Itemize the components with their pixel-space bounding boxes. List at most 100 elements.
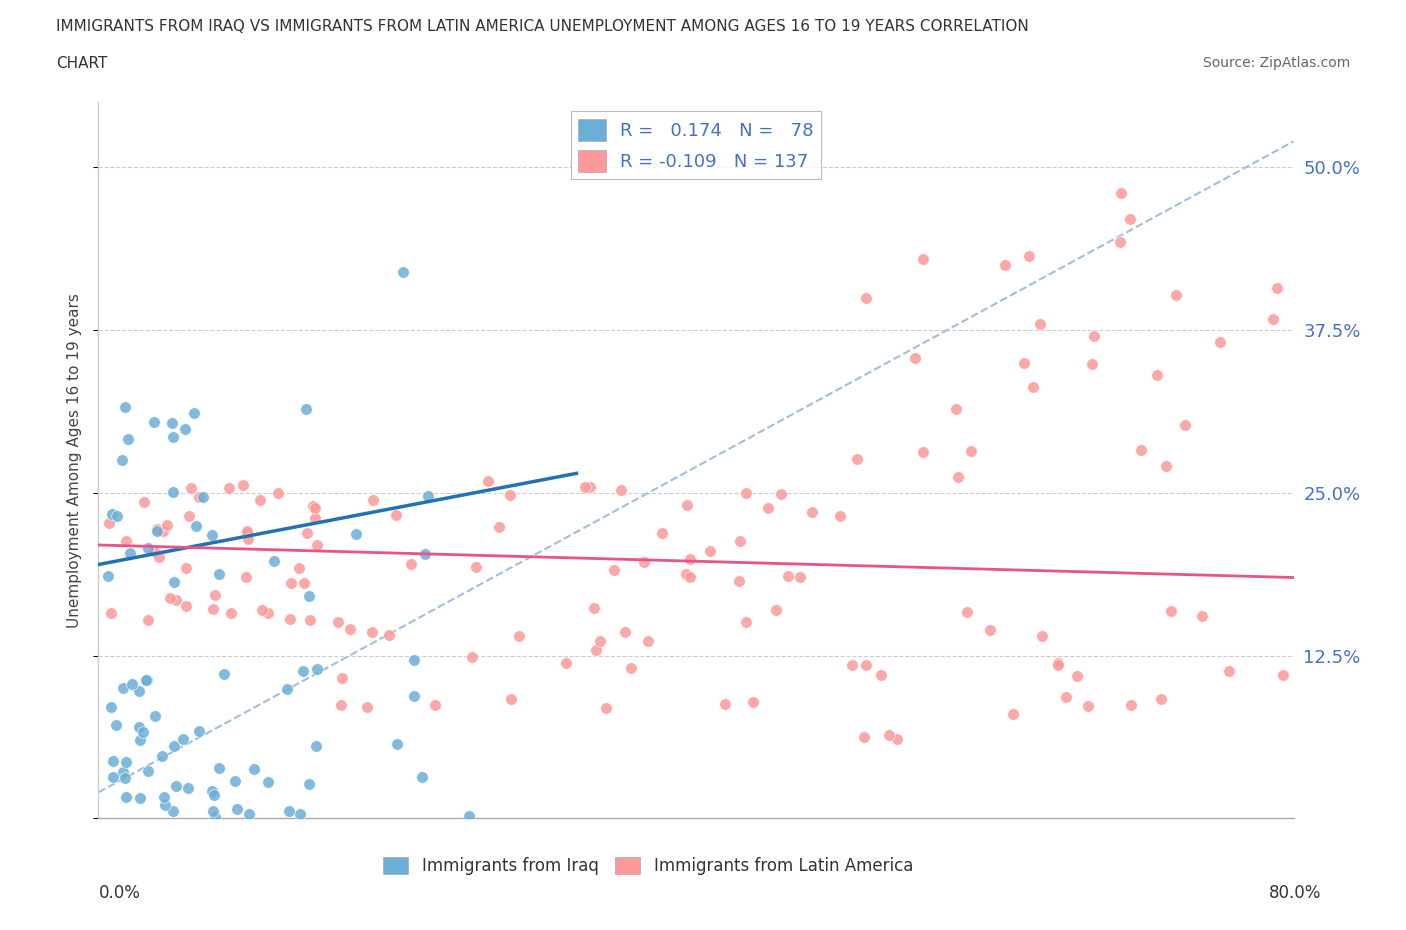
Point: [112, 680, 135, 695]
Point: [152, 524, 174, 538]
Point: [904, 351, 927, 365]
Point: [256, 605, 278, 620]
Point: [418, 488, 440, 503]
Point: [637, 633, 659, 648]
Point: [138, 540, 160, 555]
Text: 80.0%: 80.0%: [1270, 884, 1322, 902]
Point: [499, 487, 522, 502]
Point: [765, 603, 787, 618]
Point: [180, 481, 202, 496]
Point: [585, 643, 607, 658]
Point: [292, 576, 315, 591]
Text: IMMIGRANTS FROM IRAQ VS IMMIGRANTS FROM LATIN AMERICA UNEMPLOYMENT AMONG AGES 16: IMMIGRANTS FROM IRAQ VS IMMIGRANTS FROM …: [56, 19, 1029, 33]
Point: [508, 629, 530, 644]
Point: [499, 692, 522, 707]
Point: [146, 522, 169, 537]
Point: [214, 667, 236, 682]
Point: [956, 604, 979, 619]
Point: [1263, 312, 1285, 326]
Point: [278, 804, 301, 818]
Text: CHART: CHART: [56, 56, 108, 71]
Point: [1111, 186, 1133, 201]
Point: [112, 764, 135, 779]
Point: [136, 672, 159, 687]
Point: [235, 570, 257, 585]
Point: [1031, 629, 1053, 644]
Point: [633, 554, 655, 569]
Point: [134, 495, 156, 510]
Point: [1146, 367, 1168, 382]
Point: [152, 790, 174, 804]
Point: [1012, 355, 1035, 370]
Point: [387, 737, 409, 751]
Point: [741, 695, 763, 710]
Point: [105, 508, 128, 523]
Point: [305, 661, 328, 676]
Point: [128, 684, 150, 698]
Point: [911, 445, 934, 459]
Point: [183, 405, 205, 420]
Point: [801, 504, 824, 519]
Point: [115, 755, 138, 770]
Point: [186, 519, 208, 534]
Point: [728, 534, 751, 549]
Point: [363, 493, 385, 508]
Point: [411, 769, 433, 784]
Point: [330, 671, 353, 685]
Point: [911, 251, 934, 266]
Point: [121, 677, 143, 692]
Point: [201, 527, 224, 542]
Point: [204, 809, 226, 824]
Point: [841, 658, 863, 672]
Point: [465, 560, 488, 575]
Point: [146, 524, 169, 538]
Point: [117, 432, 139, 446]
Point: [101, 506, 124, 521]
Point: [886, 732, 908, 747]
Point: [488, 519, 510, 534]
Point: [344, 526, 367, 541]
Point: [98, 516, 121, 531]
Point: [129, 790, 152, 805]
Point: [162, 416, 184, 431]
Point: [1174, 418, 1197, 432]
Point: [959, 444, 981, 458]
Point: [252, 602, 274, 617]
Point: [218, 481, 240, 496]
Point: [136, 764, 159, 778]
Point: [392, 264, 415, 279]
Point: [1191, 608, 1213, 623]
Point: [304, 500, 326, 515]
Point: [620, 661, 643, 676]
Point: [305, 738, 328, 753]
Point: [830, 508, 852, 523]
Point: [174, 560, 197, 575]
Point: [734, 614, 756, 629]
Point: [174, 599, 197, 614]
Point: [172, 731, 194, 746]
Point: [1164, 288, 1187, 303]
Point: [776, 568, 799, 583]
Point: [1119, 212, 1142, 227]
Point: [555, 656, 578, 671]
Point: [101, 753, 124, 768]
Point: [735, 486, 758, 501]
Point: [100, 605, 122, 620]
Point: [153, 798, 176, 813]
Point: [148, 550, 170, 565]
Point: [278, 612, 301, 627]
Point: [675, 567, 697, 582]
Point: [1018, 248, 1040, 263]
Point: [613, 625, 636, 640]
Point: [114, 770, 136, 785]
Point: [242, 762, 264, 777]
Point: [845, 452, 868, 467]
Point: [235, 524, 257, 538]
Point: [413, 546, 436, 561]
Point: [699, 543, 721, 558]
Point: [602, 563, 624, 578]
Point: [295, 525, 318, 540]
Point: [219, 605, 242, 620]
Point: [330, 698, 353, 712]
Point: [595, 701, 617, 716]
